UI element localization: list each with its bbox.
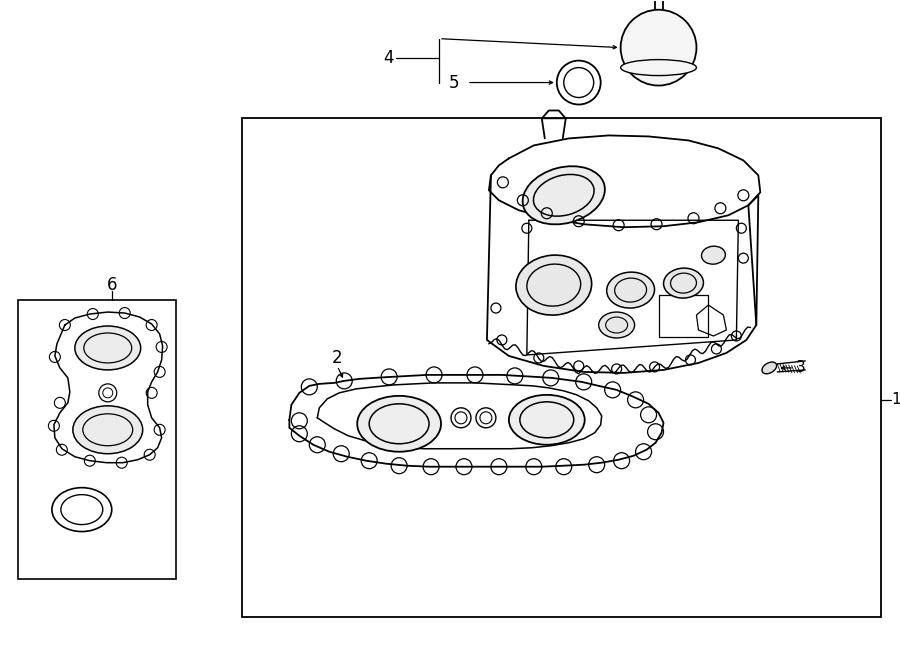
Ellipse shape (621, 10, 697, 85)
Ellipse shape (607, 272, 654, 308)
Text: 4: 4 (383, 49, 394, 67)
Ellipse shape (621, 59, 697, 75)
Ellipse shape (508, 395, 585, 445)
Bar (242, 118, 881, 617)
Text: 2: 2 (332, 349, 343, 367)
Ellipse shape (701, 246, 725, 264)
Text: 1: 1 (891, 393, 900, 407)
Bar (659, 295, 708, 337)
Text: 3: 3 (796, 360, 806, 375)
Ellipse shape (75, 326, 140, 370)
Ellipse shape (663, 268, 704, 298)
Text: 5: 5 (449, 73, 460, 91)
Ellipse shape (523, 166, 605, 224)
Ellipse shape (73, 406, 143, 453)
Text: 6: 6 (106, 276, 117, 294)
Ellipse shape (357, 396, 441, 451)
Ellipse shape (516, 255, 591, 315)
Ellipse shape (598, 312, 634, 338)
Ellipse shape (762, 362, 777, 374)
Bar (18, 300, 176, 580)
